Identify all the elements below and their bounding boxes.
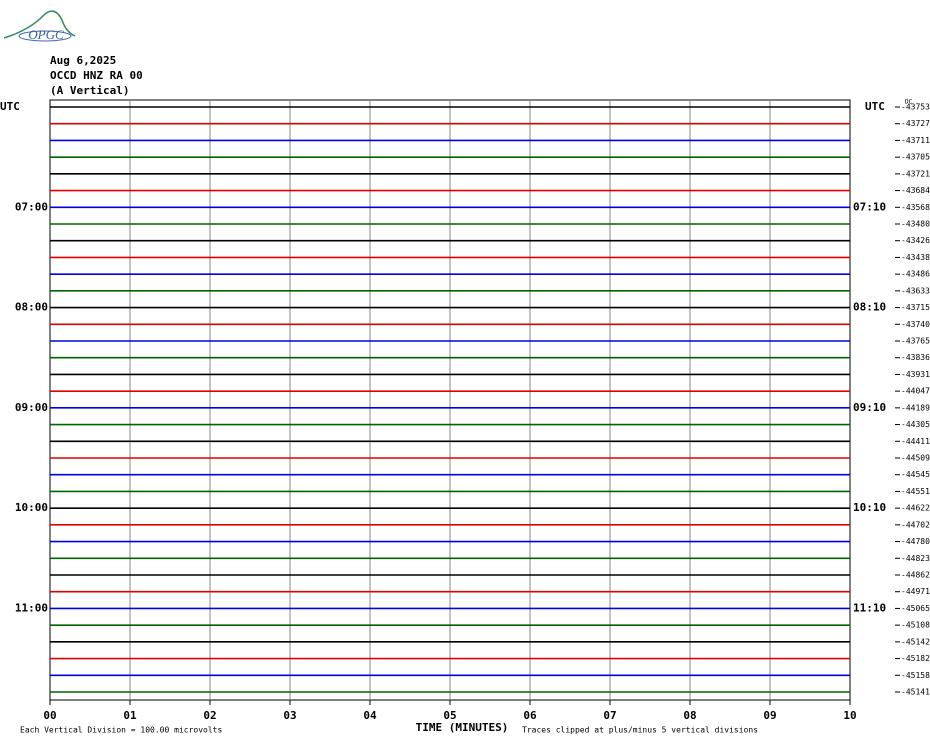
offset-label: -43486 xyxy=(901,270,930,279)
station: OCCD HNZ RA 00 xyxy=(50,69,143,82)
offset-label: -44780 xyxy=(901,537,930,546)
offset-label: -43753 xyxy=(901,103,930,112)
offset-label: -44305 xyxy=(901,420,930,429)
right-time-label: 07:10 xyxy=(853,200,886,213)
offset-label: -44551 xyxy=(901,487,930,496)
offset-label: -45182 xyxy=(901,654,930,663)
offset-label: -44823 xyxy=(901,554,930,563)
dc-label: DC xyxy=(905,99,913,106)
right-time-label: 10:10 xyxy=(853,501,886,514)
logo: OPGC xyxy=(3,10,76,42)
offset-label: -44509 xyxy=(901,454,930,463)
offset-label: -43705 xyxy=(901,153,930,162)
offset-label: -44862 xyxy=(901,571,930,580)
offset-label: -45158 xyxy=(901,671,930,680)
offset-label: -43836 xyxy=(901,353,930,362)
left-time-label: 09:00 xyxy=(15,401,48,414)
offset-label: -43711 xyxy=(901,136,930,145)
left-time-label: 10:00 xyxy=(15,501,48,514)
right-time-label: 11:10 xyxy=(853,601,886,614)
x-tick-label: 00 xyxy=(43,709,56,722)
x-tick-label: 07 xyxy=(603,709,616,722)
offset-label: -43931 xyxy=(901,370,930,379)
x-tick-label: 06 xyxy=(523,709,537,722)
offset-label: -44047 xyxy=(901,387,930,396)
offset-label: -45141 xyxy=(901,688,930,697)
x-tick-label: 03 xyxy=(283,709,296,722)
offset-label: -44411 xyxy=(901,437,930,446)
right-time-label: 09:10 xyxy=(853,401,886,414)
x-tick-label: 04 xyxy=(363,709,377,722)
x-tick-label: 01 xyxy=(123,709,137,722)
offset-label: -44702 xyxy=(901,520,930,529)
offset-label: -43438 xyxy=(901,253,930,262)
offset-label: -44545 xyxy=(901,470,930,479)
scale-note: Each Vertical Division = 100.00 microvol… xyxy=(20,726,222,735)
offset-label: -44622 xyxy=(901,504,930,513)
date: Aug 6,2025 xyxy=(50,54,116,67)
offset-label: -43727 xyxy=(901,119,930,128)
offset-label: -43765 xyxy=(901,337,930,346)
x-tick-label: 10 xyxy=(843,709,856,722)
component: (A Vertical) xyxy=(50,84,129,97)
offset-label: -43740 xyxy=(901,320,930,329)
offset-label: -44971 xyxy=(901,587,930,596)
left-time-label: 11:00 xyxy=(15,601,48,614)
offset-label: -43426 xyxy=(901,236,930,245)
offset-label: -43715 xyxy=(901,303,930,312)
x-tick-label: 05 xyxy=(443,709,456,722)
x-tick-label: 09 xyxy=(763,709,776,722)
offset-label: -43480 xyxy=(901,220,930,229)
left-time-label: 07:00 xyxy=(15,200,48,213)
x-axis-label: TIME (MINUTES) xyxy=(416,721,509,734)
offset-label: -43684 xyxy=(901,186,930,195)
offset-label: -43633 xyxy=(901,286,930,295)
offset-label: -43721 xyxy=(901,169,930,178)
x-tick-label: 08 xyxy=(683,709,696,722)
offset-label: -44189 xyxy=(901,403,930,412)
offset-label: -45065 xyxy=(901,604,930,613)
right-time-label: 08:10 xyxy=(853,301,886,314)
logo-text: OPGC xyxy=(28,27,64,42)
clip-note: Traces clipped at plus/minus 5 vertical … xyxy=(522,726,758,735)
x-tick-label: 02 xyxy=(203,709,216,722)
offset-label: -45142 xyxy=(901,637,930,646)
left-time-label: 08:00 xyxy=(15,301,48,314)
offset-label: -43568 xyxy=(901,203,930,212)
offset-label: -45108 xyxy=(901,621,930,630)
right-time-label: UTC xyxy=(865,100,885,113)
left-time-label: UTC xyxy=(0,100,20,113)
